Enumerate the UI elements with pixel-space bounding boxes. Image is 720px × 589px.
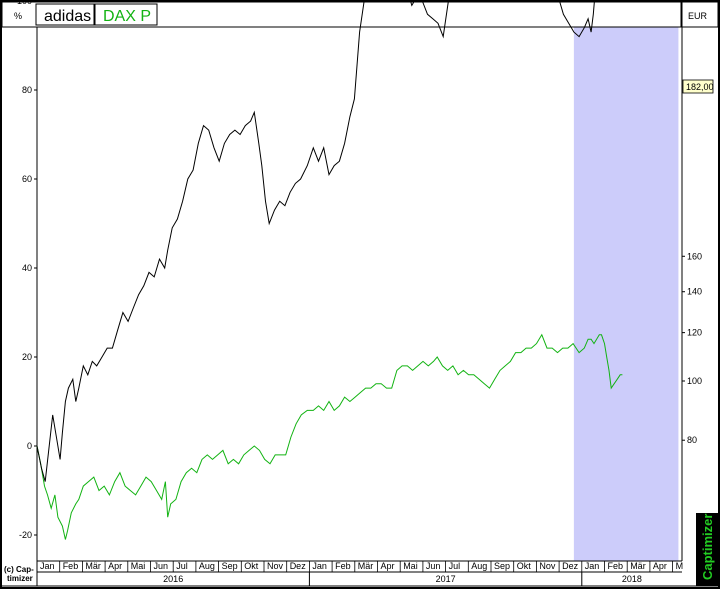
- month-label: Feb: [335, 561, 351, 571]
- month-label: Jul: [449, 561, 461, 571]
- left-unit-label: %: [14, 11, 22, 21]
- right-tick-label: 140: [687, 287, 702, 297]
- left-tick-label: 0: [27, 441, 32, 451]
- month-label: Mär: [630, 561, 646, 571]
- legend-item-adidas[interactable]: [35, 3, 95, 26]
- month-label: Dez: [562, 561, 579, 571]
- left-tick-label: 40: [22, 263, 32, 273]
- x-axis: Jan Feb Mär Apr Mai Jun Jul Aug Sep Okt Nov Dez Jan F…: [2, 560, 718, 587]
- month-label: Mär: [358, 561, 374, 571]
- legend: % adidas DAX P EUR: [1, 1, 719, 28]
- series-line-dax: [36, 333, 623, 540]
- month-label: Jan: [40, 561, 55, 571]
- month-label: Feb: [608, 561, 624, 571]
- month-label: Apr: [381, 561, 395, 571]
- year-label: 2017: [436, 574, 456, 584]
- month-label: Aug: [471, 561, 487, 571]
- right-axis: 80 100 120 140 160: [681, 27, 702, 561]
- year-label: 2016: [163, 574, 183, 584]
- watermark-text: Captimizer: [700, 514, 715, 580]
- legend-label-adidas: adidas: [44, 8, 91, 25]
- month-label: Mär: [85, 561, 101, 571]
- left-tick-label: 100: [17, 0, 32, 6]
- left-axis: -20020406080100120: [17, 0, 38, 561]
- highlight-range: [573, 27, 679, 561]
- month-label: Sep: [494, 561, 510, 571]
- watermark: Captimizer: [696, 513, 718, 586]
- legend-item-dax[interactable]: [94, 3, 158, 26]
- series-line-adidas: [36, 0, 611, 482]
- month-label: Mai: [131, 561, 146, 571]
- copyright-line-1: (c) Cap-: [4, 565, 34, 574]
- copyright-line-2: timizer: [7, 574, 33, 583]
- left-tick-label: 80: [22, 85, 32, 95]
- left-tick-label: -20: [19, 530, 32, 540]
- month-label: Okt: [244, 561, 259, 571]
- right-unit-label: EUR: [688, 11, 708, 21]
- month-label: Okt: [517, 561, 532, 571]
- month-label: Jun: [426, 561, 441, 571]
- month-label: Nov: [539, 561, 556, 571]
- left-tick-label: 60: [22, 174, 32, 184]
- month-label: Jun: [154, 561, 169, 571]
- month-label: Apr: [653, 561, 667, 571]
- copyright: (c) Cap- timizer: [4, 561, 38, 586]
- month-label: Jan: [585, 561, 600, 571]
- price-badge-value: 182,00: [686, 82, 714, 92]
- month-label: Feb: [63, 561, 79, 571]
- year-label: 2018: [622, 574, 642, 584]
- month-label: Sep: [222, 561, 238, 571]
- month-label: Jul: [176, 561, 188, 571]
- legend-label-dax: DAX P: [103, 8, 151, 25]
- month-label: Jan: [312, 561, 327, 571]
- right-tick-label: 160: [687, 251, 702, 261]
- right-tick-label: 80: [687, 435, 697, 445]
- price-badge: 182,00: [682, 79, 714, 94]
- right-tick-label: 120: [687, 328, 702, 338]
- left-tick-label: 20: [22, 352, 32, 362]
- month-label: M: [676, 561, 684, 571]
- month-label: Mai: [403, 561, 418, 571]
- month-label: Apr: [108, 561, 122, 571]
- month-label: Nov: [267, 561, 284, 571]
- month-label: Aug: [199, 561, 215, 571]
- month-label: Dez: [290, 561, 307, 571]
- right-tick-label: 100: [687, 376, 702, 386]
